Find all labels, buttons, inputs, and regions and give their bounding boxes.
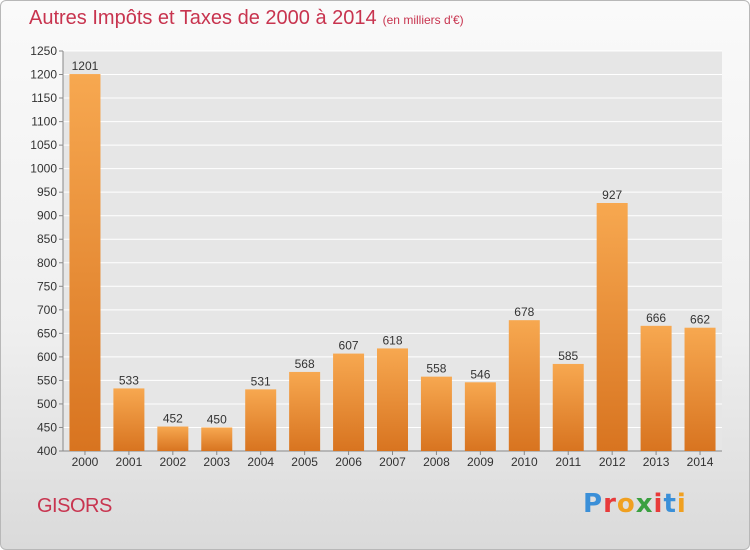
data-label: 585 [558,349,578,363]
data-label: 662 [690,313,710,327]
y-tick-label: 700 [37,303,57,317]
x-tick-label: 2004 [247,455,274,469]
x-tick-label: 2008 [423,455,450,469]
y-tick-label: 1050 [30,138,57,152]
y-tick-label: 400 [37,444,57,458]
x-tick-label: 2001 [116,455,143,469]
logo-letter: o [616,489,636,519]
data-label: 618 [382,333,402,347]
y-tick-label: 450 [37,420,57,434]
y-tick-label: 650 [37,326,57,340]
data-label: 666 [646,311,666,325]
data-labels: 1201 533 452 450 531 568 607 618 558 546 678 585 927… [72,59,711,426]
y-tick-label: 1000 [30,162,57,176]
data-label: 1201 [72,59,99,73]
proxiti-logo[interactable]: Proxiti [583,489,687,519]
y-tick-label: 1150 [31,91,57,105]
bars [69,74,716,451]
bar-2008 [420,376,452,451]
data-label: 450 [207,412,227,426]
logo-letter: x [635,489,654,519]
bar-2002 [157,426,189,451]
data-label: 678 [514,305,534,319]
y-tick-label: 500 [37,397,57,411]
x-tick-label: 2002 [159,455,186,469]
bar-2004 [245,389,277,451]
y-tick-label: 900 [37,209,57,223]
y-tick-label: 550 [37,373,57,387]
y-tick-label: 750 [37,279,57,293]
bar-2014 [684,327,716,451]
data-label: 531 [251,374,271,388]
data-label: 607 [339,339,359,353]
x-tick-label: 2011 [555,455,581,469]
chart-unit: (en milliers d'€) [382,13,464,27]
data-label: 546 [470,367,490,381]
bar-2006 [333,353,365,451]
bar-2001 [113,388,145,451]
y-tick-label: 1200 [30,68,57,82]
x-tick-label: 2009 [467,455,494,469]
x-tick-label: 2005 [291,455,318,469]
data-label: 558 [426,362,446,376]
logo-letter: i [653,489,664,519]
x-tick-label: 2012 [599,455,626,469]
logo-letter: P [583,489,604,519]
data-label: 568 [295,357,315,371]
axes: 400 450 500 550 600 650 700 750 800 850 900 950 1000… [30,44,722,469]
x-tick-label: 2000 [72,455,99,469]
x-tick-label: 2006 [335,455,362,469]
x-tick-label: 2013 [643,455,670,469]
data-label: 927 [602,188,622,202]
bar-2003 [201,427,233,451]
x-tick-label: 2003 [203,455,230,469]
bar-2005 [289,371,321,451]
data-label: 533 [119,373,139,387]
x-tick-label: 2010 [511,455,538,469]
bar-2010 [508,320,540,451]
x-tick-label: 2014 [687,455,714,469]
y-tick-label: 1250 [30,44,57,58]
y-tick-label: 850 [37,232,57,246]
bar-2011 [552,363,584,451]
chart-title: Autres Impôts et Taxes de 2000 à 2014 (en… [29,7,464,30]
logo-letter: r [603,489,617,519]
y-tick-label: 950 [37,185,57,199]
bar-2009 [464,382,496,451]
x-tick-label: 2007 [379,455,406,469]
bar-2000 [69,74,101,451]
data-label: 452 [163,412,183,426]
y-tick-label: 800 [37,256,57,270]
bar-2012 [596,203,628,451]
y-tick-label: 1100 [31,115,57,129]
logo-letter: t [663,489,677,519]
y-tick-label: 600 [37,350,57,364]
city-name: GISORS [37,495,112,517]
logo-letter: i [676,489,687,519]
bar-2007 [377,348,408,451]
bar-2013 [640,325,672,451]
chart-title-text: Autres Impôts et Taxes de 2000 à 2014 [29,7,377,29]
